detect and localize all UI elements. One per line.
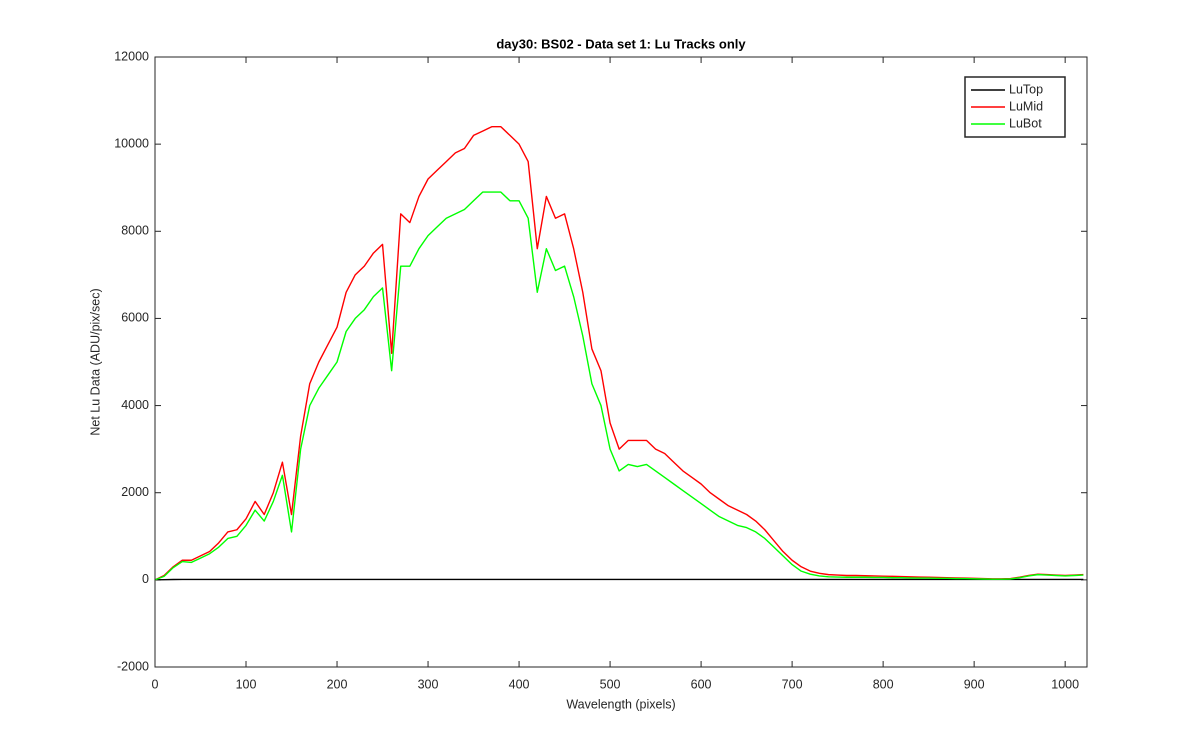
x-tick-label: 100 — [236, 677, 257, 691]
y-tick-label: 2000 — [121, 485, 149, 499]
x-axis-label: Wavelength (pixels) — [566, 697, 675, 711]
legend-label: LuBot — [1009, 116, 1042, 130]
legend-label: LuMid — [1009, 99, 1043, 113]
x-tick-label: 500 — [600, 677, 621, 691]
y-tick-label: 6000 — [121, 311, 149, 325]
x-tick-label: 600 — [691, 677, 712, 691]
y-tick-label: 4000 — [121, 398, 149, 412]
y-tick-label: 10000 — [114, 136, 149, 150]
x-tick-label: 0 — [152, 677, 159, 691]
y-tick-label: -2000 — [117, 659, 149, 673]
x-tick-label: 800 — [873, 677, 894, 691]
plot-frame — [154, 56, 1088, 668]
x-tick-label: 300 — [418, 677, 439, 691]
y-tick-label: 0 — [142, 572, 149, 586]
x-tick-label: 400 — [509, 677, 530, 691]
line-series — [154, 191, 1084, 581]
line-series — [154, 126, 1084, 581]
x-tick-label: 900 — [964, 677, 985, 691]
chart-title: day30: BS02 - Data set 1: Lu Tracks only — [496, 36, 746, 51]
y-axis-label: Net Lu Data (ADU/pix/sec) — [88, 288, 102, 435]
x-tick-label: 1000 — [1051, 677, 1079, 691]
y-tick-label: 12000 — [114, 49, 149, 63]
x-tick-label: 200 — [327, 677, 348, 691]
y-tick-label: 8000 — [121, 224, 149, 238]
x-tick-label: 700 — [782, 677, 803, 691]
legend-label: LuTop — [1009, 82, 1043, 96]
